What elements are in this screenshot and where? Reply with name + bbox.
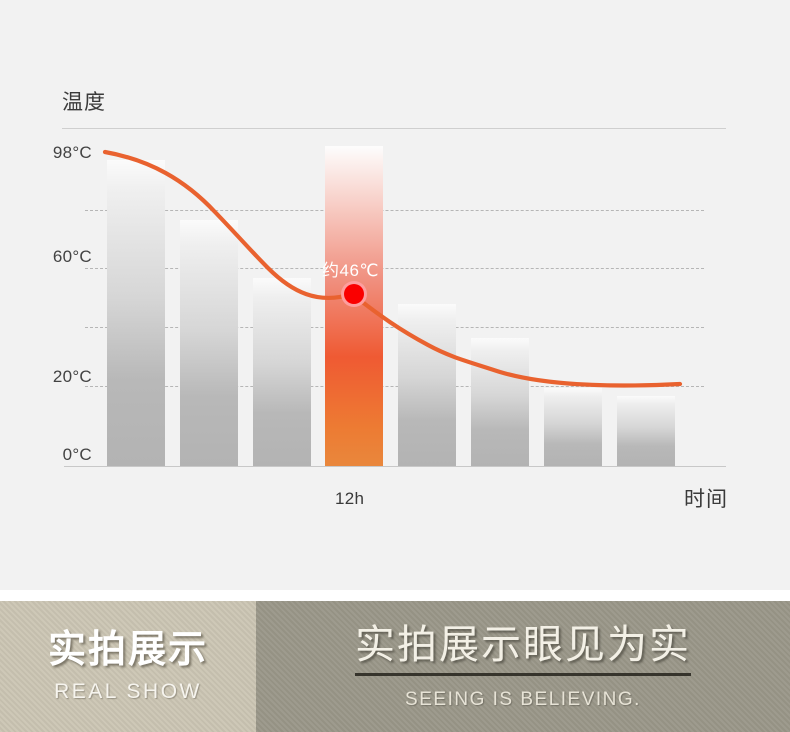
x-tick-label-12h: 12h [335,489,365,508]
bar-2 [253,278,311,466]
y-tick-label-1: 60°C [52,247,92,266]
temperature-chart-panel: 温度 约46℃ [0,0,790,590]
banner-right-title: 实拍展示眼见为实 [355,625,691,676]
bar-6 [544,388,602,466]
banner-left-subtitle: REAL SHOW [54,680,202,703]
banner-right-panel: 实拍展示眼见为实 SEEING IS BELIEVING. [256,601,790,732]
y-axis-title: 温度 [62,91,106,114]
x-axis-title: 时间 [684,488,728,511]
y-tick-label-2: 20°C [52,367,92,386]
gridline-40 [85,327,704,328]
section-separator [0,590,790,601]
banner-left-panel: 实拍展示 REAL SHOW [0,601,256,732]
y-tick-label-3: 0°C [62,445,92,464]
gridline-60 [85,268,704,269]
bar-0 [107,160,165,466]
header-divider [62,128,726,129]
bar-1 [180,220,238,466]
point-label: 约46℃ [322,261,380,280]
gridline-20 [85,386,704,387]
gridline-78 [85,210,704,211]
bar-4 [398,304,456,466]
banner-right-subtitle: SEEING IS BELIEVING. [405,688,641,710]
banner-left-title: 实拍展示 [47,629,208,671]
plot-area: 约46℃ 98°C 60°C 20°C 0°C 12h 时间 [52,143,728,511]
bar-5 [471,338,529,466]
bar-7 [617,396,675,466]
y-tick-label-0: 98°C [52,143,92,162]
x-axis-baseline [64,466,726,467]
highlight-data-point[interactable] [341,281,367,307]
real-show-banner: 实拍展示 REAL SHOW 实拍展示眼见为实 SEEING IS BELIEV… [0,601,790,732]
